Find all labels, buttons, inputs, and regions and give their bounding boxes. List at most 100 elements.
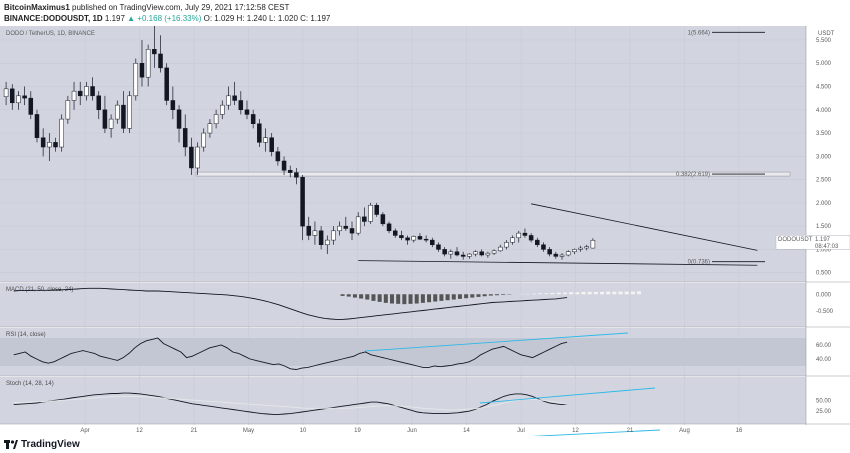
macd-histogram-bar [433, 294, 438, 302]
indicator-y-tick: -0.500 [816, 309, 834, 315]
candle-body [325, 239, 330, 246]
y-tick-label: 2.500 [816, 178, 832, 184]
candle-body [572, 249, 577, 252]
candle-body [213, 114, 219, 124]
stoch-line-1 [13, 395, 568, 411]
rsi-trendline [479, 387, 656, 404]
candle-body [250, 114, 256, 124]
candle-body [504, 242, 509, 248]
macd-histogram-bar [544, 293, 549, 295]
main-pane [0, 26, 806, 282]
macd-histogram-bar [476, 294, 481, 297]
candle-body [275, 151, 281, 162]
x-tick-label: 21 [191, 428, 198, 434]
candle-body [40, 137, 46, 148]
fib-zone [195, 171, 791, 177]
candle-body [423, 238, 429, 241]
macd-histogram-bar [556, 292, 561, 295]
price-label-price: 1.197 [815, 237, 831, 243]
y-tick-label: 3.000 [816, 154, 832, 160]
candle-body [368, 204, 373, 222]
indicator-pane-2 [0, 377, 806, 424]
tradingview-logo[interactable]: TradingView [4, 439, 80, 450]
fib-label: 0.382(2.619) [676, 172, 710, 178]
macd-histogram-bar [501, 294, 506, 295]
indicator-y-tick: 50.00 [816, 399, 832, 405]
macd-histogram-bar [340, 294, 345, 296]
candle-body [491, 250, 497, 254]
candle-body [102, 109, 108, 129]
macd-histogram-bar [457, 294, 462, 299]
candle-body [405, 237, 410, 241]
candle-body [578, 247, 583, 250]
candle-body [201, 132, 207, 148]
candle-body [516, 232, 522, 239]
macd-histogram-bar [482, 294, 487, 297]
macd-histogram-bar [600, 291, 605, 295]
candle-body [553, 253, 559, 257]
candle-body [343, 225, 349, 229]
symbol-line: BINANCE:DODOUSDT, 1D 1.197 ▲ +0.168 (+16… [4, 14, 330, 23]
macd-histogram-bar [414, 294, 419, 304]
candle-body [96, 95, 101, 111]
chart-title: DODO / TetherUS, 1D, BINANCE [6, 31, 95, 37]
macd-histogram-bar [470, 294, 475, 298]
macd-histogram-bar [371, 294, 376, 301]
candle-body [547, 249, 552, 255]
stoch-trendline [530, 429, 661, 436]
candle-body [244, 109, 250, 115]
candle-body [331, 230, 336, 241]
candle-body [411, 236, 417, 241]
macd-histogram-bar [377, 294, 382, 302]
y-tick-label: 4.500 [816, 85, 832, 91]
candle-body [269, 137, 274, 152]
candle-body [473, 251, 478, 255]
published-text: published on TradingView.com, July 29, 2… [72, 3, 290, 12]
macd-histogram-bar [532, 293, 537, 295]
up-arrow-icon: ▲ [127, 14, 136, 23]
candle-body [281, 160, 287, 171]
macd-histogram-bar [550, 292, 555, 295]
rsi-band [0, 338, 806, 366]
candle-body [108, 118, 114, 129]
macd-histogram-bar [402, 294, 407, 305]
candle-body [3, 88, 9, 97]
candle-body [565, 251, 571, 256]
candle-body [139, 62, 145, 78]
trendline-upper [531, 203, 758, 251]
candle-body [164, 67, 169, 101]
indicator-y-tick: 0.000 [816, 292, 832, 298]
candle-body [584, 246, 589, 249]
candle-body [59, 118, 64, 148]
publisher-name[interactable]: BitcoinMaximus1 [4, 3, 70, 12]
macd-histogram-bar [396, 294, 401, 304]
macd-histogram-bar [637, 291, 642, 295]
candle-body [53, 142, 58, 148]
candle-body [417, 236, 423, 240]
macd-histogram-bar [464, 294, 469, 299]
candle-body [460, 254, 466, 257]
x-tick-label: 12 [136, 428, 143, 434]
currency-label: USDT [818, 31, 835, 37]
chart-canvas[interactable]: 1(5.664)0.382(2.619)0(0.736) MACD (21, 5… [0, 26, 850, 436]
candle-body [318, 230, 324, 246]
macd-histogram-bar [606, 291, 611, 295]
x-tick-label: Apr [80, 428, 89, 434]
candle-body [16, 95, 21, 104]
candle-body [207, 123, 213, 134]
candle-body [47, 142, 52, 148]
macd-histogram-bar [562, 292, 567, 295]
candle-body [10, 88, 15, 104]
macd-histogram-bar [612, 291, 617, 295]
macd-histogram-bar [420, 294, 425, 303]
macd-histogram-bar [569, 292, 574, 295]
candle-body [28, 97, 34, 115]
macd-histogram-bar [538, 293, 543, 295]
chart-header: BitcoinMaximus1 published on TradingView… [0, 0, 850, 26]
indicator-label-stoch: Stoch (14, 28, 14) [6, 381, 54, 387]
candle-body [448, 251, 454, 255]
candle-body [158, 53, 163, 69]
macd-histogram-bar [346, 294, 351, 297]
candle-body [312, 230, 318, 236]
price-label-countdown: 08:47:03 [815, 244, 839, 250]
